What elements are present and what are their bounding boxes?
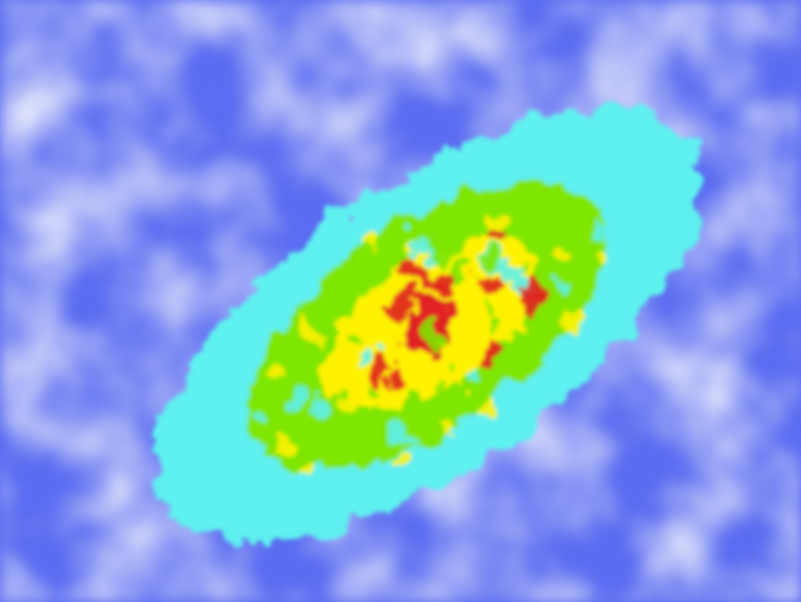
density-speckle bbox=[433, 235, 458, 260]
density-speckle bbox=[395, 287, 414, 306]
density-speckle bbox=[387, 370, 410, 393]
density-speckle bbox=[383, 351, 392, 360]
density-speckle bbox=[373, 391, 397, 415]
density-speckle bbox=[489, 228, 503, 242]
density-speckle bbox=[397, 454, 411, 468]
density-speckle bbox=[332, 396, 357, 420]
density-speckle bbox=[524, 262, 535, 273]
density-speckle bbox=[342, 333, 356, 347]
density-speckle bbox=[500, 260, 521, 282]
density-speckle bbox=[252, 409, 265, 421]
density-speckle bbox=[556, 280, 570, 295]
density-speckle bbox=[567, 311, 584, 328]
density-speckle bbox=[593, 224, 610, 242]
density-speckle bbox=[369, 363, 388, 382]
density-speckle bbox=[553, 246, 571, 264]
density-speckle bbox=[361, 406, 374, 419]
density-speckle bbox=[489, 305, 502, 318]
density-speckle bbox=[384, 419, 409, 444]
density-speckle bbox=[479, 348, 502, 370]
density-speckle bbox=[401, 259, 424, 282]
density-speckle bbox=[445, 300, 459, 314]
density-levels bbox=[153, 107, 704, 543]
density-speckle bbox=[301, 321, 322, 342]
density-speckle bbox=[359, 235, 375, 251]
density-speckle bbox=[292, 391, 309, 408]
density-speckle bbox=[427, 379, 442, 394]
density-speckle bbox=[519, 277, 542, 300]
density-speckle bbox=[271, 437, 292, 457]
density-speckle bbox=[491, 327, 513, 349]
density-speckle bbox=[339, 391, 350, 402]
density-speckle bbox=[474, 273, 489, 287]
density-speckle bbox=[442, 358, 455, 371]
density-speckle bbox=[351, 348, 370, 366]
density-speckle bbox=[266, 368, 287, 389]
density-speckle bbox=[368, 382, 382, 396]
density-speckle bbox=[434, 265, 456, 287]
density-speckle bbox=[406, 429, 420, 443]
density-speckle bbox=[450, 374, 463, 387]
density-speckle bbox=[483, 402, 497, 416]
density-speckle bbox=[522, 161, 541, 181]
density-speckle bbox=[483, 249, 502, 269]
density-speckle bbox=[383, 301, 405, 323]
density-speckle bbox=[311, 396, 330, 415]
density-speckle bbox=[296, 466, 306, 476]
density-speckle bbox=[438, 423, 452, 437]
density-speckle bbox=[375, 408, 390, 423]
density-speckle bbox=[351, 465, 365, 479]
density-speckle bbox=[468, 371, 480, 384]
density-speckle bbox=[430, 315, 440, 325]
density-speckle bbox=[410, 397, 423, 410]
density-speckle bbox=[483, 278, 507, 302]
density-speckle bbox=[488, 213, 505, 230]
density-speckle bbox=[596, 252, 609, 265]
density-speckle bbox=[419, 320, 442, 344]
density-speckle bbox=[406, 299, 423, 316]
density-speckle bbox=[290, 299, 302, 311]
